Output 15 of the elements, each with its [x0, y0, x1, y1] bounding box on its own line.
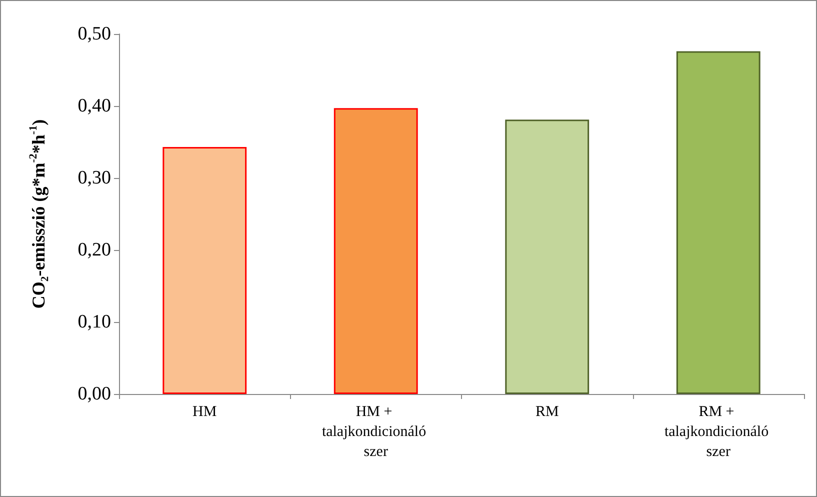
y-tick-label: 0,40 [78, 96, 111, 116]
x-tick-label: HM + talajkondicionáló szer [322, 404, 430, 460]
y-tick-label: 0,10 [78, 312, 111, 332]
bar [334, 108, 418, 394]
y-tick-label: 0,30 [78, 168, 111, 188]
y-tick-label: 0,20 [78, 240, 111, 260]
x-tick-label: RM [535, 404, 559, 420]
bar [162, 147, 247, 394]
y-tick-label: 0,00 [78, 384, 111, 404]
bar [505, 120, 590, 394]
y-axis-title: CO₂-emisszió (g*m-2*h-1) [28, 119, 48, 309]
x-tick-label: HM [192, 404, 217, 420]
x-tick-label: RM + talajkondicionáló szer [664, 404, 772, 460]
y-tick-label: 0,50 [78, 24, 111, 44]
bar [676, 51, 760, 394]
